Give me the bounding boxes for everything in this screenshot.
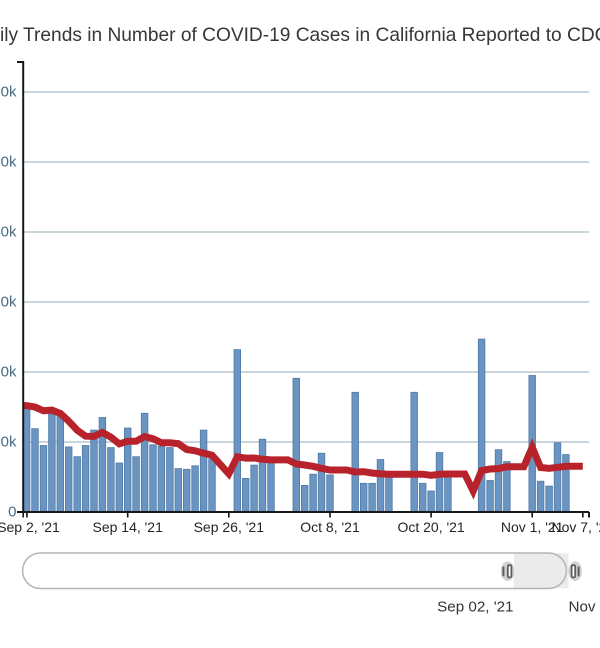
svg-text:60k: 60k [0,84,17,101]
svg-text:10k: 10k [0,434,17,451]
svg-text:Daily Trends in Number of COVI: Daily Trends in Number of COVID-19 Cases… [0,25,600,46]
svg-text:Oct 8, '21: Oct 8, '21 [300,519,360,535]
svg-text:Sep 02, '21: Sep 02, '21 [437,599,513,616]
svg-text:Sep 26, '21: Sep 26, '21 [194,519,265,535]
svg-text:Sep 2, '21: Sep 2, '21 [0,519,60,535]
svg-text:20k: 20k [0,364,17,381]
svg-text:30k: 30k [0,294,17,311]
svg-text:50k: 50k [0,154,17,171]
svg-text:40k: 40k [0,224,17,241]
svg-text:0: 0 [8,504,16,521]
svg-text:Nov 7, '21: Nov 7, '21 [551,519,600,535]
svg-text:Oct 20, '21: Oct 20, '21 [397,519,464,535]
svg-text:Nov 07, '21: Nov 07, '21 [569,599,600,616]
svg-text:Sep 14, '21: Sep 14, '21 [92,519,163,535]
svg-text:Nov 1, '21: Nov 1, '21 [501,519,564,535]
